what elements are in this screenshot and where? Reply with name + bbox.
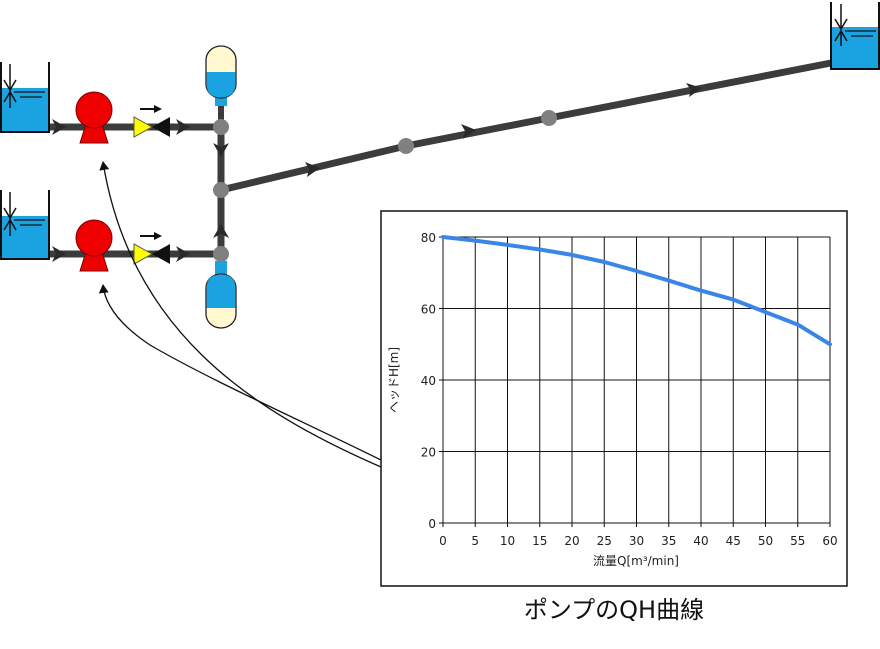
y-tick-labels: 0 20 40 60 80 <box>421 231 436 531</box>
y-axis-label: ヘッドH[m] <box>387 347 401 413</box>
flow-arrow-icon <box>686 83 702 97</box>
x-tick-label: 30 <box>629 534 644 548</box>
x-tick-label: 45 <box>726 534 741 548</box>
flow-arrow-icon <box>52 119 66 135</box>
junction-node <box>398 138 414 154</box>
accumulator-stem <box>215 261 227 277</box>
tank-water <box>831 27 879 69</box>
flow-arrow-icon <box>213 143 229 157</box>
tank-discharge <box>830 2 880 70</box>
tank-upper-left <box>0 62 50 133</box>
chart-frame <box>380 210 848 587</box>
check-valve-icon <box>133 116 154 138</box>
tank-icon <box>0 190 50 260</box>
x-tick-label: 10 <box>500 534 515 548</box>
annotation-leaders <box>98 161 382 468</box>
junction-node <box>213 182 229 198</box>
x-tick-labels: 0 5 10 15 20 25 30 35 40 45 50 55 60 <box>439 534 837 548</box>
x-tick-label: 60 <box>822 534 837 548</box>
y-tick-label: 20 <box>421 446 436 460</box>
flow-arrow-icon <box>176 119 190 135</box>
y-tick-label: 80 <box>421 231 436 245</box>
junction-node <box>213 119 229 135</box>
y-tick-label: 40 <box>421 374 436 388</box>
flow-arrow-icon <box>305 162 320 177</box>
flow-arrow-icon <box>461 124 476 139</box>
x-tick-label: 35 <box>661 534 676 548</box>
tank-icon <box>830 2 880 70</box>
accumulator-lower <box>205 261 237 329</box>
x-tick-label: 0 <box>439 534 447 548</box>
x-axis-label: 流量Q[m³/min] <box>593 554 679 568</box>
check-valve-upper <box>133 105 170 138</box>
x-tick-label: 5 <box>471 534 479 548</box>
tank-icon <box>0 62 50 133</box>
flow-arrows <box>52 83 702 262</box>
tank-lower-left <box>0 190 50 260</box>
leader-line-lower-pump <box>98 284 382 461</box>
qh-chart: 0 20 40 60 80 0 5 10 15 20 25 30 35 40 45 50 55 60 流量Q[m… <box>380 210 848 587</box>
flow-arrow-icon <box>52 246 66 262</box>
qh-curve <box>441 235 832 347</box>
check-valve-lower <box>133 232 170 265</box>
pump-upper <box>75 91 113 144</box>
accumulator-upper <box>205 45 237 106</box>
junction-node <box>213 246 229 262</box>
junction-node <box>541 110 557 126</box>
pump-lower <box>75 219 113 272</box>
x-tick-label: 15 <box>532 534 547 548</box>
y-tick-label: 60 <box>421 303 436 317</box>
y-tick-label: 0 <box>428 517 436 531</box>
chart-caption: ポンプのQH曲線 <box>524 596 704 624</box>
x-tick-label: 40 <box>693 534 708 548</box>
tank-water <box>1 216 49 259</box>
junction-nodes <box>213 110 557 262</box>
x-tick-label: 20 <box>564 534 579 548</box>
flow-arrow-icon <box>176 246 190 262</box>
x-tick-label: 25 <box>597 534 612 548</box>
leader-line-upper-pump <box>99 161 382 468</box>
flow-arrow-icon <box>213 224 229 238</box>
x-tick-label: 50 <box>758 534 773 548</box>
chart-grid <box>439 236 831 527</box>
check-valve-icon <box>133 243 154 265</box>
x-tick-label: 55 <box>790 534 805 548</box>
tank-water <box>1 88 49 132</box>
